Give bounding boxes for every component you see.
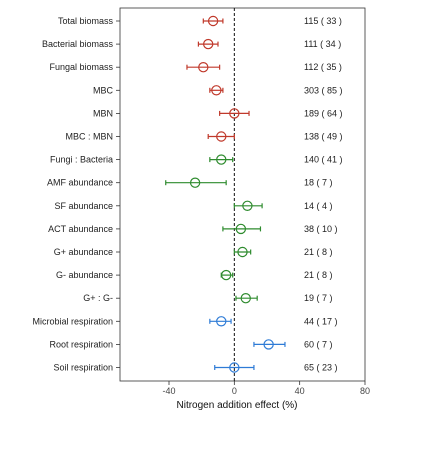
effect-point xyxy=(235,223,247,235)
effect-point xyxy=(211,85,222,96)
sample-size-label: 115 ( 33 ) xyxy=(304,16,342,26)
x-tick-label: -40 xyxy=(162,386,175,396)
row-label: MBC xyxy=(93,85,114,95)
sample-size-label: 111 ( 34 ) xyxy=(304,39,341,49)
row-label: SF abundance xyxy=(54,201,113,211)
row-label: AMF abundance xyxy=(47,178,113,188)
row-label: G- abundance xyxy=(56,270,113,280)
row-label: Total biomass xyxy=(58,16,114,26)
effect-point xyxy=(202,38,214,50)
row-label: MBC : MBN xyxy=(65,132,113,142)
row-label: Fungal biomass xyxy=(49,62,113,72)
sample-size-label: 21 ( 8 ) xyxy=(304,270,333,280)
sample-size-label: 44 ( 17 ) xyxy=(304,316,338,326)
effect-point xyxy=(198,61,209,73)
effect-point xyxy=(263,339,274,350)
sample-size-label: 21 ( 8 ) xyxy=(304,247,333,257)
plot-area: -40 0 40 80 Total biomass 115 ( 33 ) Bacterial… xyxy=(32,7,370,396)
sample-size-label: 140 ( 41 ) xyxy=(304,155,343,165)
effect-point xyxy=(189,177,201,188)
row-label: G+ : G- xyxy=(83,293,113,303)
sample-size-label: 38 ( 10 ) xyxy=(304,224,338,234)
row-label: Fungi : Bacteria xyxy=(50,155,113,165)
row-label: MBN xyxy=(93,108,113,118)
sample-size-label: 18 ( 7 ) xyxy=(304,178,333,188)
row-label: Bacterial biomass xyxy=(42,39,114,49)
row-label: G+ abundance xyxy=(54,247,113,257)
effect-point xyxy=(220,269,232,281)
effect-point xyxy=(229,362,240,373)
x-tick-label: 0 xyxy=(232,386,237,396)
sample-size-label: 189 ( 64 ) xyxy=(304,108,343,118)
x-tick-label: 80 xyxy=(360,386,370,396)
row-label: Soil respiration xyxy=(53,363,113,373)
sample-size-label: 19 ( 7 ) xyxy=(304,293,333,303)
sample-size-label: 14 ( 4 ) xyxy=(304,201,333,211)
plot-frame xyxy=(119,7,366,382)
row-label: Microbial respiration xyxy=(32,316,113,326)
effect-point xyxy=(229,108,240,119)
effect-point xyxy=(240,293,251,304)
effect-point xyxy=(216,316,227,327)
sample-size-label: 65 ( 23 ) xyxy=(304,363,338,373)
effect-point xyxy=(216,131,227,142)
effect-point xyxy=(216,154,227,165)
sample-size-label: 138 ( 49 ) xyxy=(304,132,343,142)
effect-point xyxy=(207,15,219,27)
x-tick-label: 40 xyxy=(295,386,305,396)
effect-point xyxy=(237,246,248,258)
row-label: Root respiration xyxy=(49,339,113,349)
sample-size-label: 112 ( 35 ) xyxy=(304,62,342,72)
sample-size-label: 303 ( 85 ) xyxy=(304,85,343,95)
effect-point xyxy=(242,200,253,211)
x-axis-title: Nitrogen addition effect (%) xyxy=(177,400,298,411)
sample-size-label: 60 ( 7 ) xyxy=(304,339,333,349)
row-label: ACT abundance xyxy=(48,224,113,234)
